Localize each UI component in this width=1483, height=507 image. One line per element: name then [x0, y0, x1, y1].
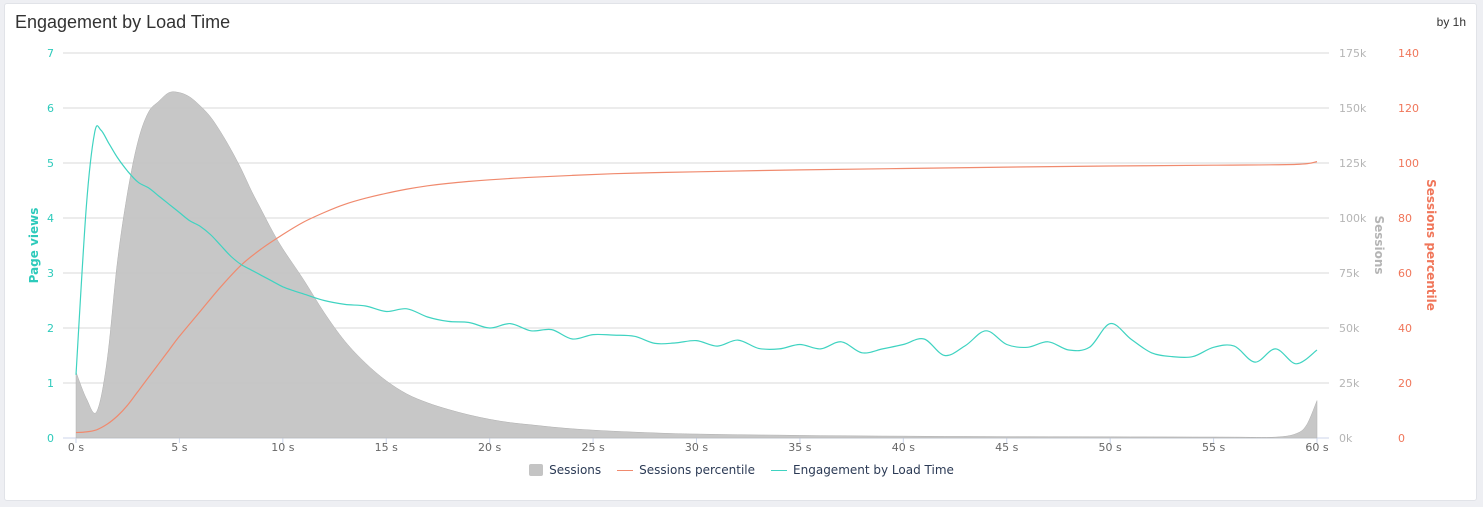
legend-swatch-sessions-percentile: [617, 469, 634, 471]
x-tick-label: 15 s: [375, 441, 398, 454]
y-tick-label-sessions: 125k: [1339, 157, 1367, 170]
series-engagement-line: [75, 125, 1318, 375]
legend-item-engagement[interactable]: Engagement by Load Time: [771, 463, 954, 477]
legend-swatch-engagement: [771, 469, 788, 471]
x-tick-label: 30 s: [685, 441, 708, 454]
legend-label-engagement: Engagement by Load Time: [793, 463, 954, 477]
y-tick-label-sessions-percentile: 40: [1398, 322, 1412, 335]
y-tick-label-page-views: 0: [47, 432, 54, 445]
legend-label-sessions-percentile: Sessions percentile: [639, 463, 756, 477]
x-tick-label: 20 s: [478, 441, 501, 454]
y-tick-label-sessions: 100k: [1339, 212, 1367, 225]
interval-selector[interactable]: by 1h: [1436, 15, 1466, 29]
x-tick-label: 5 s: [171, 441, 187, 454]
y-tick-label-sessions-percentile: 140: [1398, 47, 1419, 60]
y-tick-label-page-views: 3: [47, 267, 54, 280]
y-tick-label-sessions-percentile: 100: [1398, 157, 1419, 170]
y-axis-title-sessions: Sessions: [1372, 215, 1386, 274]
y-tick-label-sessions: 150k: [1339, 102, 1367, 115]
y-tick-label-sessions: 75k: [1339, 267, 1360, 280]
x-tick-label: 10 s: [271, 441, 294, 454]
y-tick-label-page-views: 2: [47, 322, 54, 335]
legend-label-sessions: Sessions: [549, 463, 602, 477]
x-tick-label: 55 s: [1202, 441, 1225, 454]
x-tick-label: 60 s: [1305, 441, 1328, 454]
y-tick-label-page-views: 7: [47, 47, 54, 60]
y-tick-label-sessions-percentile: 80: [1398, 212, 1412, 225]
y-tick-label-page-views: 1: [47, 377, 54, 390]
x-tick-label: 0 s: [68, 441, 84, 454]
y-tick-label-sessions-percentile: 60: [1398, 267, 1412, 280]
legend-item-sessions-percentile[interactable]: Sessions percentile: [617, 463, 755, 477]
y-tick-label-page-views: 4: [47, 212, 54, 225]
series-sessions-percentile-line: [75, 161, 1318, 434]
y-tick-label-sessions-percentile: 20: [1398, 377, 1412, 390]
y-tick-label-page-views: 5: [47, 157, 54, 170]
series-sessions-area: [75, 91, 1318, 439]
y-tick-label-sessions: 175k: [1339, 47, 1367, 60]
legend-swatch-sessions: [529, 464, 544, 476]
y-tick-label-sessions: 25k: [1339, 377, 1360, 390]
chart-legend: Sessions Sessions percentile Engagement …: [0, 463, 1483, 477]
x-tick-label: 50 s: [1099, 441, 1122, 454]
chart-title: Engagement by Load Time: [15, 12, 231, 32]
x-tick-label: 35 s: [788, 441, 811, 454]
y-tick-label-sessions-percentile: 0: [1398, 432, 1405, 445]
y-axis-title-page-views: Page views: [27, 208, 41, 284]
x-tick-label: 45 s: [995, 441, 1018, 454]
y-tick-label-sessions: 50k: [1339, 322, 1360, 335]
x-tick-label: 25 s: [581, 441, 604, 454]
legend-item-sessions[interactable]: Sessions: [529, 463, 601, 477]
y-axis-title-sessions-percentile: Sessions percentile: [1424, 179, 1438, 311]
y-tick-label-sessions: 0k: [1339, 432, 1353, 445]
x-tick-label: 40 s: [892, 441, 915, 454]
y-tick-label-sessions-percentile: 120: [1398, 102, 1419, 115]
y-tick-label-page-views: 6: [47, 102, 54, 115]
